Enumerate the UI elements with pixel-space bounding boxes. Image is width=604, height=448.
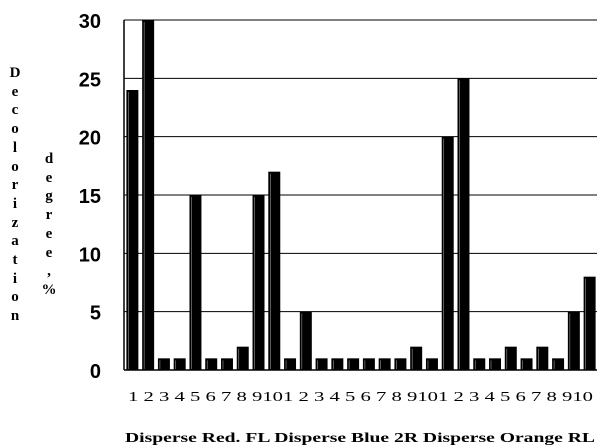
grid-lines bbox=[124, 19, 597, 313]
bar bbox=[362, 358, 375, 370]
bar bbox=[284, 358, 297, 370]
bar bbox=[489, 358, 502, 370]
bar bbox=[236, 346, 249, 370]
y-tick-labels: 0 5 10 15 20 25 30 bbox=[79, 11, 101, 383]
bar bbox=[520, 358, 533, 370]
bar bbox=[220, 358, 233, 370]
axes bbox=[123, 20, 597, 371]
bar bbox=[126, 90, 139, 370]
bar bbox=[425, 358, 438, 370]
y-tick-label: 30 bbox=[79, 11, 101, 33]
bar bbox=[189, 195, 202, 370]
bar bbox=[157, 358, 170, 370]
bar bbox=[173, 358, 186, 370]
x-tick-labels: 1 2 3 4 5 6 7 8 9101 2 3 4 5 6 7 8 9101 … bbox=[128, 390, 593, 405]
bar bbox=[205, 358, 218, 370]
bar bbox=[504, 346, 517, 370]
bar bbox=[315, 358, 328, 370]
y-tick-label: 15 bbox=[79, 186, 101, 208]
bar bbox=[299, 311, 312, 370]
y-tick-label: 0 bbox=[90, 361, 101, 383]
bar bbox=[331, 358, 344, 370]
bar bbox=[378, 358, 391, 370]
group-caption: Disperse Red. FL Disperse Blue 2R Disper… bbox=[125, 431, 595, 446]
bar bbox=[347, 358, 360, 370]
bar bbox=[583, 276, 596, 370]
bar bbox=[473, 358, 486, 370]
bar bbox=[394, 358, 407, 370]
bar bbox=[552, 358, 565, 370]
bar bbox=[441, 136, 454, 370]
bar bbox=[142, 20, 155, 370]
y-tick-label: 20 bbox=[79, 128, 101, 150]
y-axis-label-line2: d e g r e e,% bbox=[41, 151, 57, 298]
y-tick-label: 25 bbox=[79, 69, 101, 91]
bars bbox=[126, 20, 596, 370]
bar bbox=[268, 171, 281, 370]
bar bbox=[410, 346, 423, 370]
y-tick-label: 5 bbox=[90, 303, 101, 325]
bar bbox=[567, 311, 580, 370]
y-tick-label: 10 bbox=[79, 244, 101, 266]
bar bbox=[457, 78, 470, 370]
bar bbox=[536, 346, 549, 370]
bar bbox=[252, 195, 265, 370]
